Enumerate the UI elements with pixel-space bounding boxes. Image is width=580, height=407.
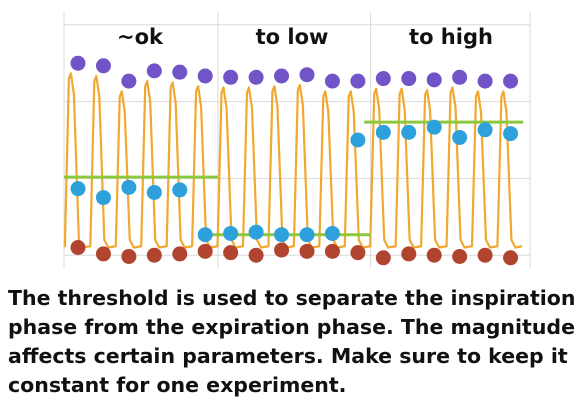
min-point <box>477 247 493 263</box>
max-point <box>401 71 417 87</box>
threshold-point <box>121 179 137 195</box>
threshold-point <box>477 122 493 138</box>
threshold-point <box>248 224 264 240</box>
min-point <box>95 246 111 262</box>
max-point <box>503 73 519 89</box>
threshold-point <box>375 124 391 140</box>
max-point <box>70 55 86 71</box>
threshold-point <box>452 129 468 145</box>
min-point <box>274 242 290 258</box>
caption-line: constant for one experiment. <box>8 373 347 397</box>
markers <box>70 55 519 266</box>
signal-trace <box>369 86 523 249</box>
panel-label-to-low: to low <box>256 25 329 49</box>
caption-text: The threshold is used to separate the in… <box>8 284 576 400</box>
max-point <box>375 71 391 87</box>
threshold-point <box>299 227 315 243</box>
min-point <box>121 248 137 264</box>
threshold-point <box>324 225 340 241</box>
panel-label-to-high: to high <box>409 25 493 49</box>
threshold-point <box>172 182 188 198</box>
caption-line: affects certain parameters. Make sure to… <box>8 344 568 368</box>
threshold-point <box>274 227 290 243</box>
threshold-point <box>146 184 162 200</box>
signal-trace <box>63 72 219 249</box>
max-point <box>223 69 239 85</box>
threshold-point <box>426 119 442 135</box>
caption-line: phase from the expiration phase. The mag… <box>8 315 576 339</box>
panel-label-ok: ~ok <box>117 25 164 49</box>
threshold-point <box>70 181 86 197</box>
min-point <box>172 246 188 262</box>
min-point <box>248 247 264 263</box>
max-point <box>248 69 264 85</box>
caption-line: The threshold is used to separate the in… <box>8 286 576 310</box>
max-point <box>452 69 468 85</box>
max-point <box>197 68 213 84</box>
signal-trace <box>216 83 371 249</box>
threshold-point <box>503 126 519 142</box>
min-point <box>223 245 239 261</box>
threshold-point <box>197 227 213 243</box>
max-point <box>426 72 442 88</box>
threshold-point <box>223 225 239 241</box>
threshold-point <box>350 132 366 148</box>
min-point <box>452 248 468 264</box>
max-point <box>324 73 340 89</box>
max-point <box>477 73 493 89</box>
min-point <box>375 250 391 266</box>
min-point <box>299 243 315 259</box>
max-point <box>95 58 111 74</box>
min-point <box>401 246 417 262</box>
min-point <box>426 247 442 263</box>
signal-traces <box>63 72 523 249</box>
max-point <box>299 67 315 83</box>
min-point <box>350 245 366 261</box>
threshold-point <box>95 190 111 206</box>
min-point <box>324 243 340 259</box>
min-point <box>70 240 86 256</box>
min-point <box>503 250 519 266</box>
max-point <box>274 68 290 84</box>
threshold-lines <box>64 120 524 237</box>
threshold-point <box>401 124 417 140</box>
max-point <box>350 73 366 89</box>
max-point <box>121 73 137 89</box>
min-point <box>146 247 162 263</box>
breathing-threshold-chart: ~ok to low to high <box>63 12 531 268</box>
max-point <box>172 64 188 80</box>
min-point <box>197 243 213 259</box>
max-point <box>146 63 162 79</box>
